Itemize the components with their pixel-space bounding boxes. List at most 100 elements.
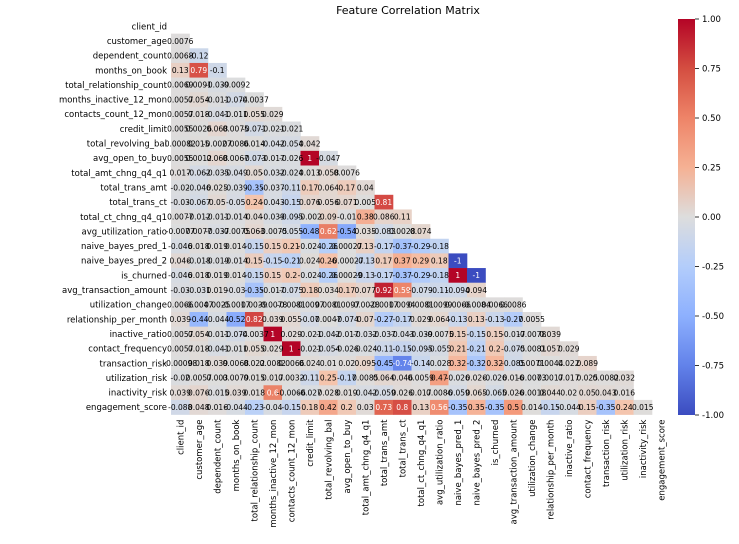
cell-annotation: 0.0077 [186,227,212,236]
heatmap-cell [282,297,301,313]
cell-annotation: 0.034 [318,286,340,295]
cell-annotation: 0.016 [614,388,636,397]
x-tick-label: avg_transaction_amount [509,419,519,525]
heatmap-cell [226,209,246,225]
colorbar-ticks: 1.00 0.75 0.50 0.25 0.00 -0.25 -0.50 -0.75 -1.00 [695,15,724,421]
cell-annotation: -0.02 [171,374,191,383]
heatmap-cell [171,77,190,93]
heatmap-cell [189,194,209,210]
heatmap-cell [300,341,320,357]
colorbar-tick-label: -1.00 [702,411,724,421]
heatmap-cell [208,312,227,327]
cell-annotation: -0.074 [224,95,248,104]
cell-annotation: 0.039 [225,388,247,397]
cell-annotation: -0.039 [261,213,285,222]
cell-annotation: -0.046 [187,183,211,192]
x-tick-label: contact_frequency [583,420,593,499]
heatmap-cell [208,238,227,254]
cell-annotation: -0.35 [245,286,265,295]
cell-annotation: 0.057 [540,344,562,353]
y-tick-label: total_relationship_count [65,81,168,91]
cell-annotation: -0.012 [187,213,211,222]
heatmap-cell [226,194,246,210]
heatmap-cell [189,136,209,152]
y-tick-label: dependent_count [93,52,168,62]
cell-annotation: 0.0067 [223,154,249,163]
cell-annotation: 0.014 [244,139,266,148]
heatmap-cell [245,385,264,401]
y-tick-label: utilization_change [90,301,167,311]
heatmap-cell [282,224,301,240]
x-tick-label: total_amt_chng_q4_q1 [361,420,371,516]
heatmap-cell [171,385,190,401]
colorbar-tick-label: 0.50 [702,114,721,124]
cell-annotation: 0.018 [188,359,210,368]
cell-annotation: 0.0081 [408,300,434,309]
heatmap-cell [300,355,320,371]
cell-annotation: -0.0078 [517,330,546,339]
cell-annotation: -0.075 [501,344,525,353]
cell-annotation: 0.022 [558,359,580,368]
heatmap-cell [356,238,375,254]
heatmap-cell [559,355,579,371]
heatmap-cell [282,180,301,196]
cell-annotation: -0.0078 [258,300,287,309]
heatmap-cell [467,399,486,415]
cell-annotation: 0.014 [521,403,543,412]
cell-annotation: -0.037 [261,183,285,192]
heatmap-cell [356,224,375,240]
cell-annotation: -0.039 [224,183,248,192]
cell-annotation: -0.047 [316,154,340,163]
cell-annotation: 0.15 [486,330,503,339]
heatmap-cell [282,355,301,371]
cell-annotation: -0.0017 [221,300,250,309]
cell-annotation: 0.15 [579,403,596,412]
heatmap-cell [411,238,431,254]
heatmap-cell [522,341,542,357]
heatmap-cell [504,355,523,371]
x-tick-label: is_churned [491,420,501,466]
cell-annotation: -0.03 [171,198,191,207]
cell-annotation: -0.039 [205,81,229,90]
cell-annotation: 0.2 [285,271,297,280]
cell-annotation: -0.13 [356,271,376,280]
y-tick-label: avg_open_to_buy [93,154,167,164]
heatmap-cell [189,62,209,78]
cell-annotation: 0.016 [207,403,229,412]
heatmap-cell [282,238,301,254]
heatmap-cell [245,282,264,298]
heatmap-cell [393,326,412,342]
heatmap-cell [171,62,190,78]
cell-annotation: 0.005 [355,198,377,207]
cell-annotation: -0.027 [298,388,322,397]
heatmap-cell [226,341,246,357]
cell-annotation: 0.068 [207,125,229,134]
cell-annotation: -0.26 [319,242,339,251]
cell-annotation: 0.055 [281,315,303,324]
heatmap-cell [189,385,209,401]
cell-annotation: 0.15 [264,242,281,251]
cell-annotation: -0.12 [189,51,209,60]
heatmap-cell [337,297,357,313]
heatmap-cell [171,48,190,64]
y-tick-label: utilization_risk [106,374,167,384]
cell-annotation: -0.21 [467,344,487,353]
heatmap-cell [467,326,486,342]
heatmap-cell [337,370,357,386]
heatmap-cell [282,253,301,269]
heatmap-cell [504,370,523,386]
heatmap-cell [504,326,523,342]
cell-annotation: -0.15 [467,330,487,339]
heatmap-cell [282,399,301,415]
heatmap-cell [300,268,320,283]
x-tick-label: utilization_risk [620,419,630,480]
heatmap-cell [319,341,338,357]
heatmap-cell [541,370,560,386]
cell-annotation: 0.018 [244,388,266,397]
cell-annotation: 0.025 [577,374,599,383]
heatmap-cell [356,399,375,415]
heatmap-cell [208,106,227,122]
heatmap-cell [245,297,264,313]
heatmap-cell [615,370,634,386]
cell-annotation: 0.017 [170,169,192,178]
